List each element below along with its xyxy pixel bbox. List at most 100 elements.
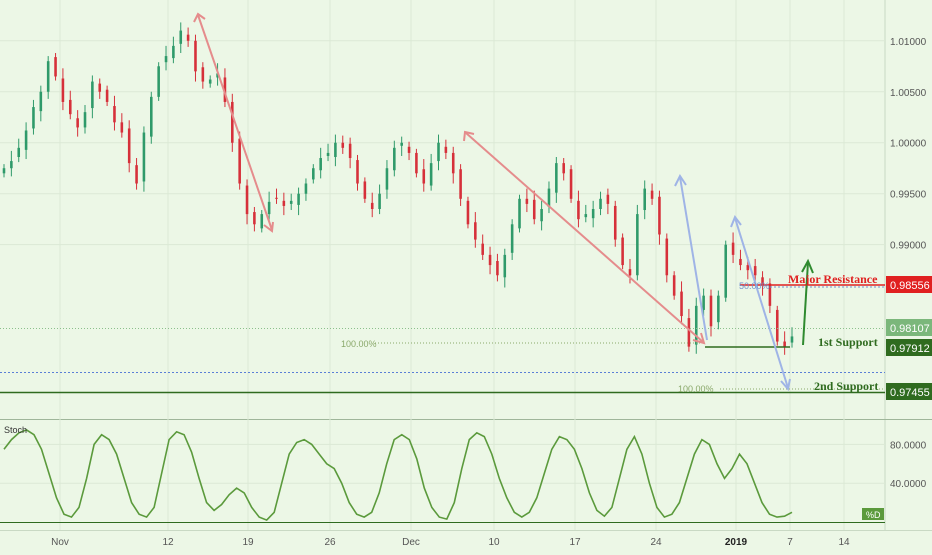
svg-text:0.98107: 0.98107 [890, 323, 930, 335]
major-resistance-label: Major Resistance [788, 272, 878, 286]
candle-body [253, 212, 256, 225]
candle-body [569, 169, 573, 199]
candle-body [216, 73, 219, 78]
candle-body [260, 214, 264, 229]
candle-body [451, 152, 455, 174]
candle-body [172, 45, 175, 59]
candle-body [68, 99, 72, 115]
candle-body [179, 30, 183, 44]
candle-body [540, 209, 543, 222]
fib-50-label: 50.00% [739, 281, 770, 291]
stoch-title: Stoch [4, 425, 27, 435]
candle-body [783, 341, 786, 347]
candle-body [223, 77, 227, 102]
time-tick-label: 10 [488, 537, 500, 548]
candle-body [238, 138, 241, 184]
price-axis-labels: 1.01000 1.00500 1.00000 0.99500 0.99000 [890, 37, 927, 252]
candle-body [282, 200, 286, 206]
candle-body [503, 254, 507, 278]
time-tick-label: 7 [787, 537, 793, 548]
candle-body [422, 169, 426, 184]
candle-body [393, 147, 396, 171]
candle-body [650, 190, 654, 199]
candle-body [687, 318, 691, 347]
price-tag-major-resistance: 0.98556 [886, 276, 932, 293]
time-tick-label: 12 [162, 537, 174, 548]
price-tag-first-support: 0.97912 [886, 339, 932, 356]
candle-body [591, 209, 595, 219]
price-tick-label: 0.99000 [890, 241, 927, 252]
candle-body [459, 169, 462, 199]
candle-body [547, 188, 551, 207]
candle-body [746, 265, 750, 271]
svg-text:%D: %D [866, 510, 881, 520]
candle-body [658, 196, 661, 235]
candle-body [245, 185, 249, 215]
candle-body [91, 81, 94, 109]
candle-body [208, 79, 212, 84]
price-tick-label: 1.00500 [890, 88, 927, 99]
candle-body [400, 142, 403, 146]
candle-body [407, 146, 411, 153]
candle-body [584, 214, 588, 218]
candle-body [429, 163, 433, 186]
candle-body [466, 200, 470, 225]
candle-body [739, 258, 742, 266]
candle-body [312, 168, 315, 180]
candle-body [289, 200, 293, 204]
time-tick-label: 19 [242, 537, 254, 548]
candle-body [363, 181, 367, 199]
candle-body [164, 56, 168, 63]
candle-body [378, 193, 381, 209]
time-tick-label: 17 [569, 537, 581, 548]
candle-body [437, 142, 440, 162]
candle-body [304, 183, 308, 194]
candle-body [61, 78, 65, 102]
candle-body [231, 101, 234, 143]
candle-body [790, 336, 794, 343]
time-tick-label: 26 [324, 537, 336, 548]
candle-body [17, 147, 21, 158]
price-axis-background [885, 0, 932, 550]
candle-body [135, 165, 138, 184]
candle-body [415, 152, 418, 174]
time-tick-label: 24 [650, 537, 662, 548]
candle-body [702, 295, 705, 310]
price-tag-last: 0.98107 [886, 319, 932, 336]
candle-series [2, 22, 794, 355]
fib-100-label-b: 100.00% [678, 384, 714, 394]
candle-body [510, 224, 514, 253]
candle-body [98, 83, 102, 92]
candle-body [142, 132, 146, 182]
candle-body [39, 91, 43, 112]
candle-body [555, 163, 558, 193]
candle-body [525, 198, 529, 204]
time-tick-label: 2019 [725, 537, 748, 548]
price-tick-label: 1.00000 [890, 139, 927, 150]
candle-body [636, 214, 639, 276]
candle-body [694, 305, 698, 345]
candle-body [2, 168, 6, 174]
candle-body [731, 242, 735, 255]
fib-100-label-a: 100.00% [341, 339, 377, 349]
stoch-tick-label: 80.0000 [890, 440, 927, 451]
candle-body [297, 193, 300, 205]
stoch-tick-label: 40.0000 [890, 479, 927, 490]
candle-body [717, 295, 720, 323]
candle-body [562, 163, 565, 174]
candle-body [76, 118, 79, 128]
candle-body [444, 146, 448, 153]
candle-body [356, 160, 359, 184]
first-support-label: 1st Support [818, 335, 878, 349]
candle-body [628, 269, 632, 276]
green-up-arrow [801, 258, 814, 346]
candle-body [761, 277, 764, 286]
candle-body [385, 168, 389, 190]
second-support-label: 2nd Support [814, 379, 878, 393]
candle-body [672, 275, 676, 296]
time-tick-label: Nov [51, 537, 69, 548]
candle-body [724, 244, 728, 298]
candle-body [275, 197, 278, 199]
